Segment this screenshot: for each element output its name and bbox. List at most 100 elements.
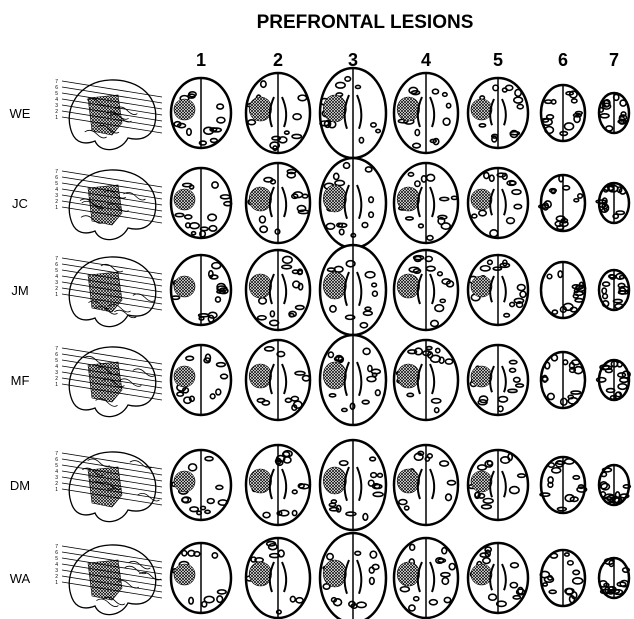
axial-slice — [246, 250, 310, 330]
lesion — [397, 97, 419, 121]
slice-number: 1 — [55, 487, 58, 493]
subject-label: WE — [10, 106, 31, 121]
lesion — [323, 467, 346, 494]
lesion — [471, 276, 492, 297]
axial-slice — [541, 352, 585, 408]
lesion — [174, 366, 195, 387]
axial-slice — [246, 445, 310, 525]
axial-slice — [246, 163, 310, 243]
axial-slice — [171, 168, 232, 238]
axial-slice — [541, 262, 586, 318]
column-number: 2 — [273, 50, 283, 70]
axial-slice — [320, 68, 386, 158]
column-number: 6 — [558, 50, 568, 70]
lesion — [249, 469, 271, 493]
lateral-brain: 7654321 — [55, 256, 162, 327]
lesion — [471, 471, 492, 492]
axial-slice — [599, 558, 629, 598]
axial-slice — [468, 78, 528, 148]
axial-slice — [597, 360, 630, 400]
lateral-brain: 7654321 — [55, 346, 162, 417]
slice-number: 1 — [55, 580, 58, 586]
axial-slice — [171, 345, 231, 415]
lesion — [174, 471, 195, 492]
axial-slice — [539, 175, 585, 231]
axial-slice — [320, 245, 386, 335]
axial-slice — [394, 538, 458, 618]
lesion — [323, 185, 346, 212]
lesion — [397, 274, 419, 298]
subject-label: MF — [11, 373, 30, 388]
lateral-brain: 7654321 — [55, 544, 162, 615]
lesion — [249, 562, 271, 586]
axial-slice — [468, 255, 528, 325]
axial-slice — [540, 550, 585, 606]
axial-slice — [394, 73, 458, 153]
slice-number: 1 — [55, 382, 58, 388]
axial-slice — [171, 450, 231, 520]
lesion — [174, 276, 195, 297]
axial-slice — [468, 168, 528, 238]
axial-slice — [394, 340, 458, 420]
lesion — [174, 564, 195, 585]
lesion — [174, 189, 195, 210]
lesion — [397, 187, 419, 211]
subject-label: JM — [11, 283, 28, 298]
slice-number: 1 — [55, 205, 58, 211]
lesion — [249, 274, 271, 298]
axial-slice — [394, 250, 458, 330]
axial-slice — [320, 440, 386, 530]
lesion — [471, 189, 492, 210]
lesion — [249, 97, 271, 121]
axial-slice — [468, 345, 528, 415]
subject-label: DM — [10, 478, 30, 493]
axial-slice — [599, 465, 630, 505]
lesion — [471, 99, 492, 120]
lesion — [323, 560, 346, 587]
lesion — [88, 272, 122, 312]
lateral-brain: 7654321 — [55, 79, 162, 150]
lesion — [88, 467, 122, 507]
axial-slice — [468, 450, 528, 520]
axial-slice — [246, 538, 310, 618]
axial-slice — [171, 255, 231, 325]
axial-slice — [320, 533, 386, 619]
lesion — [174, 99, 195, 120]
lesion — [323, 272, 346, 299]
slice-number: 1 — [55, 292, 58, 298]
lesion — [397, 364, 419, 388]
lesion — [471, 564, 492, 585]
lesion — [88, 560, 122, 600]
axial-slice — [540, 457, 587, 513]
lesion — [397, 469, 419, 493]
figure-title: PREFRONTAL LESIONS — [257, 12, 474, 33]
lesion — [397, 562, 419, 586]
lesion — [249, 364, 271, 388]
axial-slice — [468, 543, 528, 613]
column-number: 5 — [493, 50, 503, 70]
lesion — [323, 362, 346, 389]
column-number: 4 — [421, 50, 431, 70]
axial-slice — [320, 158, 386, 248]
column-number: 1 — [196, 50, 206, 70]
axial-slice — [596, 183, 629, 223]
subject-label: WA — [10, 571, 31, 586]
lesion — [249, 187, 271, 211]
axial-slice — [246, 73, 310, 153]
subject-label: JC — [12, 196, 28, 211]
column-number: 7 — [609, 50, 619, 70]
lesion — [471, 366, 492, 387]
slice-number: 1 — [55, 115, 58, 121]
axial-slice — [320, 335, 386, 425]
lesion — [323, 95, 346, 122]
figure: PREFRONTAL LESIONS 1234567WE7654321JC765… — [0, 0, 634, 619]
lateral-brain: 7654321 — [55, 451, 162, 522]
axial-slice — [171, 543, 231, 613]
axial-slice — [394, 163, 458, 243]
axial-slice — [599, 93, 629, 133]
axial-slice — [541, 85, 585, 141]
axial-slice — [246, 340, 310, 420]
lateral-brain: 7654321 — [55, 169, 162, 240]
axial-slice — [171, 78, 231, 148]
axial-slice — [394, 445, 458, 525]
